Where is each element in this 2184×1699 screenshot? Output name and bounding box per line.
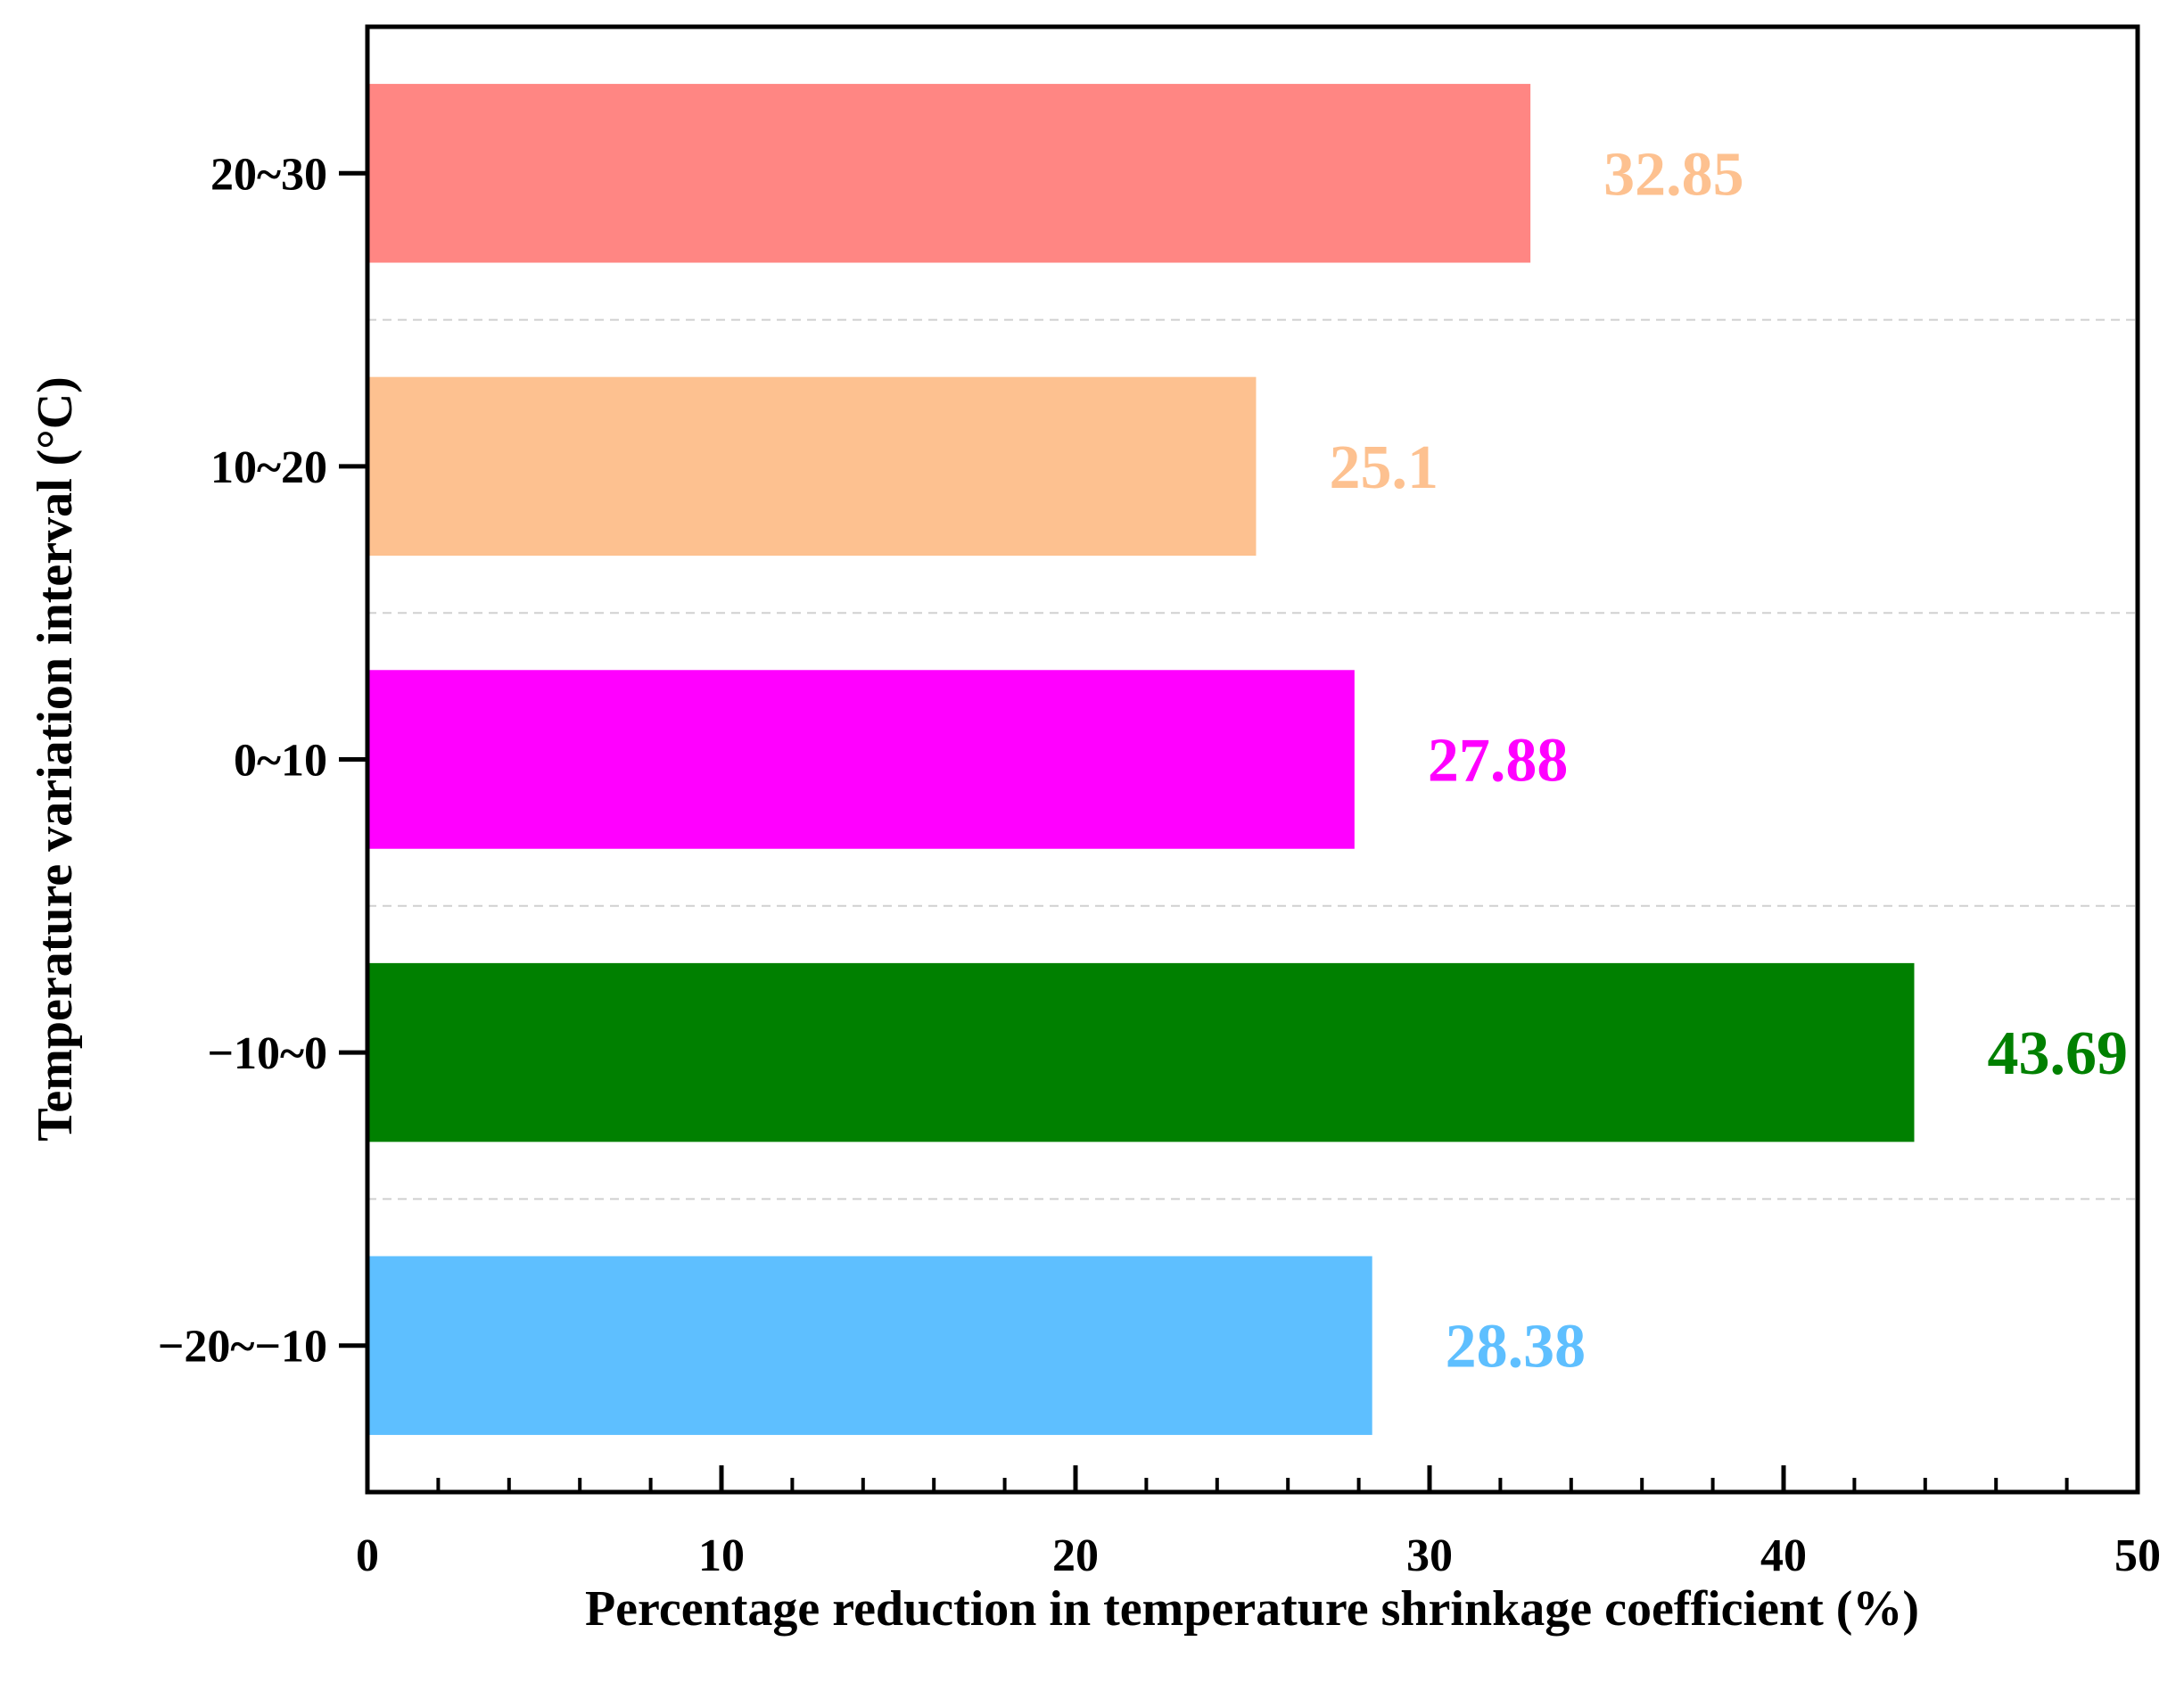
x-tick-label: 10 [698,1530,745,1581]
x-tick-label: 30 [1406,1530,1453,1581]
x-tick-label: 0 [356,1530,379,1581]
bar-3 [367,670,1355,849]
value-labels: 28.38 43.69 27.88 25.1 32.85 [1329,140,2128,1381]
y-tick-label: −20~−10 [158,1322,327,1373]
y-tick-label: −10~0 [207,1028,327,1079]
bar-5 [367,84,1531,263]
grid-lines [367,318,2138,1200]
x-axis-title: Percentage reduction in temperature shri… [585,1581,1919,1637]
x-tick-label: 50 [2114,1530,2161,1581]
y-tick-label: 10~20 [210,442,327,493]
y-axis: −20~−10 −10~0 0~10 10~20 20~30 [158,149,367,1373]
bar-value-label: 43.69 [1987,1019,2128,1088]
y-axis-title: Temperature variation interval (°C) [28,376,83,1142]
bar-4 [367,376,1257,557]
bars [367,84,1915,1435]
bar-value-label: 32.85 [1603,140,1744,209]
x-tick-label: 40 [1760,1530,1807,1581]
bar-value-label: 25.1 [1329,433,1438,502]
x-axis: 0 10 20 30 40 50 [356,1465,2161,1581]
bar-1 [367,1256,1372,1435]
y-tick-label: 20~30 [210,149,327,200]
y-tick-label: 0~10 [234,736,327,787]
x-tick-label: 20 [1052,1530,1099,1581]
bar-value-label: 28.38 [1446,1313,1586,1381]
bar-2 [367,962,1915,1142]
bar-value-label: 27.88 [1428,727,1569,796]
